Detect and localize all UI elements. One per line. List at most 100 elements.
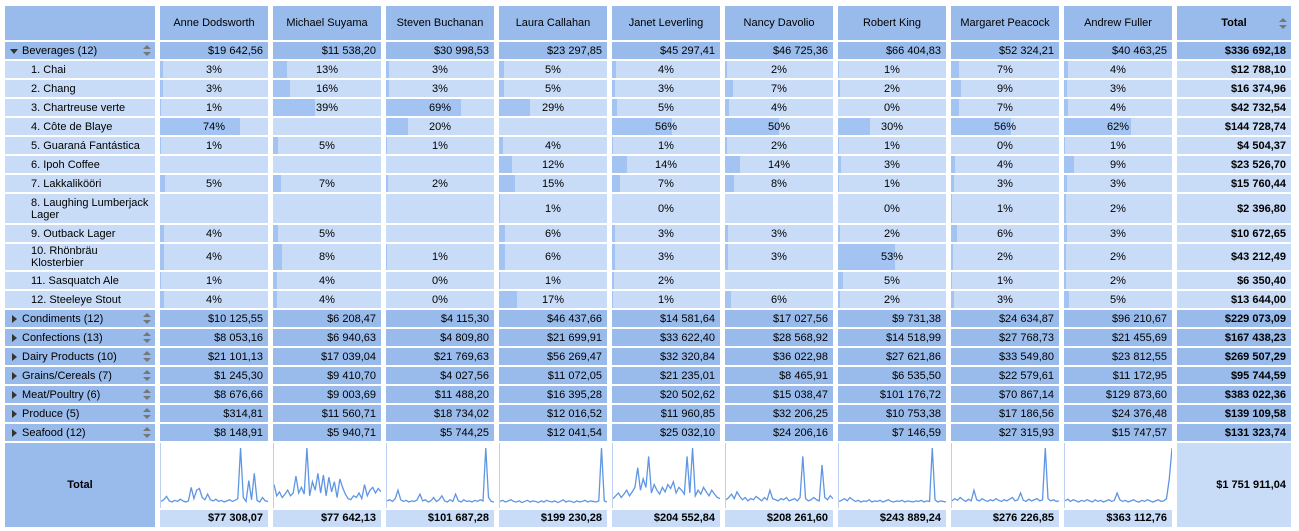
sort-icon[interactable] bbox=[143, 427, 151, 438]
sparkline-cell: $208 261,60 bbox=[725, 443, 833, 527]
percent-bar bbox=[1064, 194, 1067, 223]
column-header-nancy-davolio[interactable]: Nancy Davolio bbox=[725, 6, 833, 40]
sort-icon[interactable] bbox=[143, 351, 151, 362]
value-cell: $4 809,80 bbox=[386, 329, 494, 346]
percent-bar bbox=[725, 118, 779, 135]
category-row-label[interactable]: Dairy Products (10) bbox=[5, 348, 155, 365]
percent-value: 2% bbox=[1110, 274, 1126, 287]
grid-body: Beverages (12) $19 642,56 $11 538,20 $30 99… bbox=[5, 42, 1291, 441]
percent-value: 2% bbox=[884, 293, 900, 306]
category-row: Confections (13) $8 053,16 $6 940,63 $4 809… bbox=[5, 329, 1291, 346]
column-total: $199 230,28 bbox=[499, 510, 607, 527]
product-row: 12. Steeleye Stout 4% 4% 0% 17% 1% 6% 2% 3% 5% $13… bbox=[5, 291, 1291, 308]
percent-cell: 1% bbox=[612, 137, 720, 154]
percent-bar bbox=[1064, 244, 1067, 270]
percent-bar bbox=[499, 272, 501, 289]
percent-bar bbox=[499, 156, 512, 173]
percent-cell: 3% bbox=[951, 175, 1059, 192]
value-cell: $30 998,53 bbox=[386, 42, 494, 59]
expand-icon[interactable] bbox=[9, 352, 18, 361]
percent-cell: 5% bbox=[612, 99, 720, 116]
column-header-total[interactable]: Total bbox=[1177, 6, 1291, 40]
value-cell: $23 297,85 bbox=[499, 42, 607, 59]
column-header-steven-buchanan[interactable]: Steven Buchanan bbox=[386, 6, 494, 40]
percent-cell: 3% bbox=[951, 291, 1059, 308]
percent-bar bbox=[951, 80, 961, 97]
sort-icon[interactable] bbox=[143, 45, 151, 56]
percent-cell: 15% bbox=[499, 175, 607, 192]
percent-cell: 5% bbox=[273, 137, 381, 154]
column-header-andrew-fuller[interactable]: Andrew Fuller bbox=[1064, 6, 1172, 40]
column-header-margaret-peacock[interactable]: Margaret Peacock bbox=[951, 6, 1059, 40]
total-header-label: Total bbox=[1221, 17, 1247, 29]
category-row-label[interactable]: Condiments (12) bbox=[5, 310, 155, 327]
row-total-cell: $10 672,65 bbox=[1177, 225, 1291, 242]
sort-icon[interactable] bbox=[143, 332, 151, 343]
value-cell: $11 960,85 bbox=[612, 405, 720, 422]
percent-bar bbox=[838, 272, 844, 289]
category-row-label[interactable]: Produce (5) bbox=[5, 405, 155, 422]
product-row: 4. Côte de Blaye 74% 20% 56% 50% 30% 56% 62% $14… bbox=[5, 118, 1291, 135]
percent-value: 5% bbox=[884, 274, 900, 287]
percent-value: 14% bbox=[767, 158, 791, 171]
percent-bar bbox=[838, 244, 896, 270]
percent-cell: 74% bbox=[160, 118, 268, 135]
category-label-content: Confections (13) bbox=[5, 332, 155, 344]
column-header-robert-king[interactable]: Robert King bbox=[838, 6, 946, 40]
percent-bar bbox=[725, 175, 734, 192]
column-header-michael-suyama[interactable]: Michael Suyama bbox=[273, 6, 381, 40]
percent-bar bbox=[273, 291, 278, 308]
expand-icon[interactable] bbox=[9, 428, 18, 437]
expand-icon[interactable] bbox=[9, 371, 18, 380]
percent-value: 2% bbox=[997, 251, 1013, 263]
category-row-label[interactable]: Meat/Poultry (6) bbox=[5, 386, 155, 403]
percent-cell: 5% bbox=[499, 61, 607, 78]
percent-cell: 56% bbox=[612, 118, 720, 135]
sort-icon[interactable] bbox=[143, 408, 151, 419]
percent-bar bbox=[1064, 272, 1067, 289]
category-row-label[interactable]: Grains/Cereals (7) bbox=[5, 367, 155, 384]
category-row-label[interactable]: Confections (13) bbox=[5, 329, 155, 346]
percent-bar bbox=[160, 272, 162, 289]
percent-cell: 13% bbox=[273, 61, 381, 78]
percent-bar bbox=[1064, 118, 1131, 135]
percent-cell: 0% bbox=[386, 291, 494, 308]
value-cell: $23 812,55 bbox=[1064, 348, 1172, 365]
percent-value: 15% bbox=[541, 177, 565, 190]
percent-cell: 30% bbox=[838, 118, 946, 135]
expand-icon[interactable] bbox=[9, 409, 18, 418]
value-cell: $27 315,93 bbox=[951, 424, 1059, 441]
row-total-cell: $16 374,96 bbox=[1177, 80, 1291, 97]
value-cell: $11 538,20 bbox=[273, 42, 381, 59]
grand-total-row-label: Total bbox=[5, 443, 155, 527]
value-cell: $12 016,52 bbox=[499, 405, 607, 422]
collapse-icon[interactable] bbox=[9, 46, 18, 55]
column-header-anne-dodsworth[interactable]: Anne Dodsworth bbox=[160, 6, 268, 40]
category-row-label[interactable]: Beverages (12) bbox=[5, 42, 155, 59]
percent-bar bbox=[838, 225, 841, 242]
category-name: Produce (5) bbox=[22, 407, 80, 420]
expand-icon[interactable] bbox=[9, 333, 18, 342]
percent-value: 1% bbox=[206, 274, 222, 287]
percent-cell bbox=[160, 156, 268, 173]
expand-icon[interactable] bbox=[9, 390, 18, 399]
column-header-laura-callahan[interactable]: Laura Callahan bbox=[499, 6, 607, 40]
value-cell: $17 186,56 bbox=[951, 405, 1059, 422]
percent-bar bbox=[1064, 156, 1074, 173]
expand-icon[interactable] bbox=[9, 314, 18, 323]
category-row-label[interactable]: Seafood (12) bbox=[5, 424, 155, 441]
percent-value: 2% bbox=[771, 63, 787, 76]
value-cell: $46 437,66 bbox=[499, 310, 607, 327]
sort-icon[interactable] bbox=[143, 370, 151, 381]
sort-icon[interactable] bbox=[143, 389, 151, 400]
percent-cell: 69% bbox=[386, 99, 494, 116]
value-cell: $6 940,63 bbox=[273, 329, 381, 346]
percent-bar bbox=[160, 291, 165, 308]
sort-icon[interactable] bbox=[143, 313, 151, 324]
sort-icon[interactable] bbox=[1279, 18, 1287, 29]
column-header-janet-leverling[interactable]: Janet Leverling bbox=[612, 6, 720, 40]
percent-value: 1% bbox=[884, 177, 900, 190]
product-name: 6. Ipoh Coffee bbox=[31, 158, 100, 171]
category-row: Beverages (12) $19 642,56 $11 538,20 $30 99… bbox=[5, 42, 1291, 59]
percent-bar bbox=[386, 175, 389, 192]
